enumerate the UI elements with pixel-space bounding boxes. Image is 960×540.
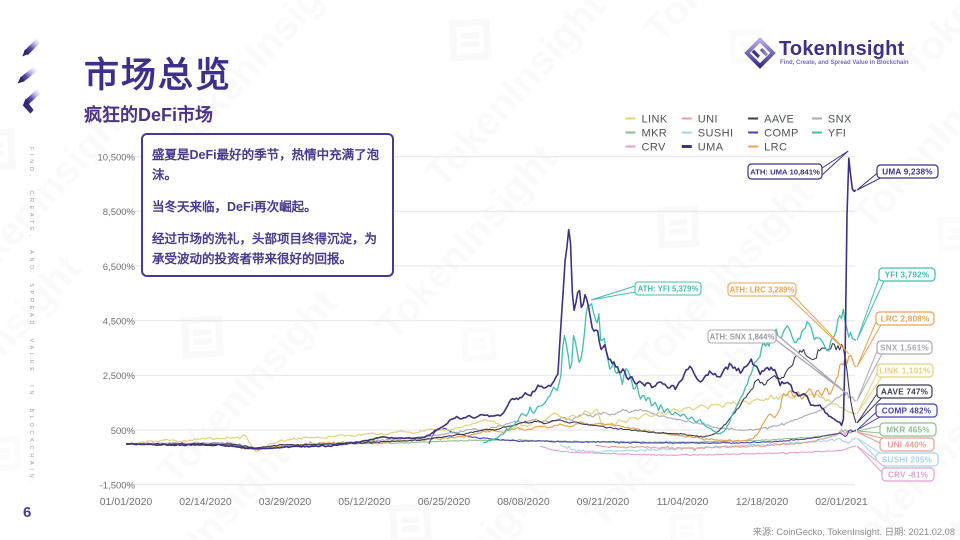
svg-text:SNX 1,561%: SNX 1,561% xyxy=(880,344,929,353)
svg-text:AAVE 747%: AAVE 747% xyxy=(881,388,929,397)
svg-text:YFI: YFI xyxy=(828,128,846,140)
svg-text:ATH: SNX 1,844%: ATH: SNX 1,844% xyxy=(710,333,775,342)
svg-text:06/25/2020: 06/25/2020 xyxy=(418,496,471,508)
svg-text:11/04/2020: 11/04/2020 xyxy=(657,496,709,508)
svg-text:CRV -81%: CRV -81% xyxy=(888,471,929,480)
svg-text:6,500%: 6,500% xyxy=(103,262,136,273)
svg-text:AAVE: AAVE xyxy=(764,114,794,126)
svg-text:MKR 465%: MKR 465% xyxy=(886,426,930,435)
svg-text:10,500%: 10,500% xyxy=(97,153,135,164)
svg-text:UNI 440%: UNI 440% xyxy=(888,441,927,450)
svg-text:UMA: UMA xyxy=(698,142,724,154)
svg-text:MKR: MKR xyxy=(642,128,668,140)
svg-text:ATH: YFI 5,379%: ATH: YFI 5,379% xyxy=(638,285,699,294)
svg-text:LRC 2,808%: LRC 2,808% xyxy=(881,315,930,324)
svg-text:05/12/2020: 05/12/2020 xyxy=(338,496,391,508)
svg-text:500%: 500% xyxy=(111,426,136,437)
svg-text:LINK 1,101%: LINK 1,101% xyxy=(879,367,931,376)
svg-text:ATH: UMA 10,841%: ATH: UMA 10,841% xyxy=(750,167,820,176)
svg-text:08/08/2020: 08/08/2020 xyxy=(497,496,550,508)
svg-text:SNX: SNX xyxy=(828,114,852,126)
svg-text:01/01/2020: 01/01/2020 xyxy=(100,496,153,508)
svg-text:12/18/2020: 12/18/2020 xyxy=(736,496,789,508)
svg-text:-1,500%: -1,500% xyxy=(100,481,136,492)
svg-text:YFI 3,792%: YFI 3,792% xyxy=(885,271,930,280)
svg-text:SUSHI 205%: SUSHI 205% xyxy=(882,456,933,465)
svg-text:2,500%: 2,500% xyxy=(103,371,136,382)
svg-text:UNI: UNI xyxy=(698,114,718,126)
svg-text:COMP 482%: COMP 482% xyxy=(882,407,932,416)
svg-text:UMA 9,238%: UMA 9,238% xyxy=(882,168,933,177)
svg-text:ATH: LRC 3,289%: ATH: LRC 3,289% xyxy=(730,286,795,295)
svg-text:SUSHI: SUSHI xyxy=(698,128,734,140)
svg-text:LINK: LINK xyxy=(642,114,668,126)
svg-text:02/14/2020: 02/14/2020 xyxy=(179,496,232,508)
svg-text:CRV: CRV xyxy=(642,142,666,154)
svg-text:LRC: LRC xyxy=(764,142,787,154)
svg-text:COMP: COMP xyxy=(764,128,799,140)
svg-text:09/21/2020: 09/21/2020 xyxy=(577,496,630,508)
svg-text:8,500%: 8,500% xyxy=(103,207,136,218)
svg-text:03/29/2020: 03/29/2020 xyxy=(259,496,312,508)
svg-text:02/01/2021: 02/01/2021 xyxy=(815,496,868,508)
svg-text:4,500%: 4,500% xyxy=(103,317,136,328)
